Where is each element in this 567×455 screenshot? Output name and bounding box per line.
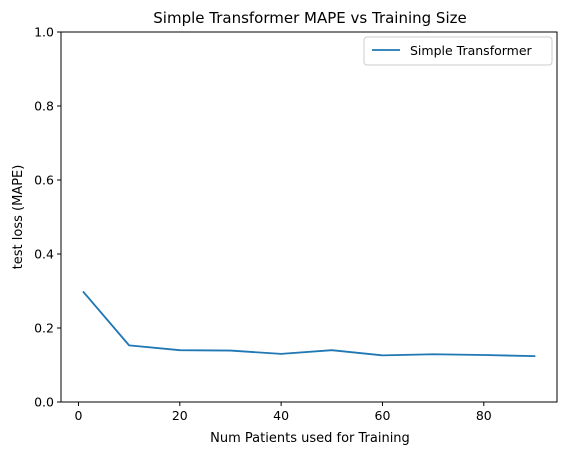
series-layer (82, 290, 536, 358)
x-axis-label: Num Patients used for Training (210, 431, 410, 446)
y-tick-label: 0.0 (34, 395, 54, 410)
y-axis-ticks: 0.0 0.2 0.4 0.6 0.8 1.0 (34, 25, 61, 410)
x-tick-label: 0 (75, 408, 83, 423)
y-tick-label: 0.6 (34, 173, 54, 188)
y-axis-label: test loss (MAPE) (11, 165, 26, 270)
y-tick-label: 0.2 (34, 321, 54, 336)
plot-frame (60, 31, 558, 403)
legend-box (363, 36, 553, 66)
y-tick-label: 1.0 (34, 25, 54, 40)
chart-title: Simple Transformer MAPE vs Training Size (153, 9, 466, 27)
legend-label: Simple Transformer (410, 43, 533, 58)
legend: Simple Transformer (363, 36, 553, 66)
x-tick-label: 80 (476, 408, 492, 423)
series-line (82, 290, 536, 358)
x-tick-label: 40 (273, 408, 289, 423)
y-tick-label: 0.4 (34, 247, 54, 262)
plot-area: 0 20 40 60 80 0.0 0.2 0.4 0.6 0.8 1.0 (34, 25, 558, 423)
x-tick-label: 60 (375, 408, 391, 423)
x-tick-label: 20 (172, 408, 188, 423)
y-tick-label: 0.8 (34, 99, 54, 114)
x-axis-ticks: 0 20 40 60 80 (75, 402, 492, 423)
